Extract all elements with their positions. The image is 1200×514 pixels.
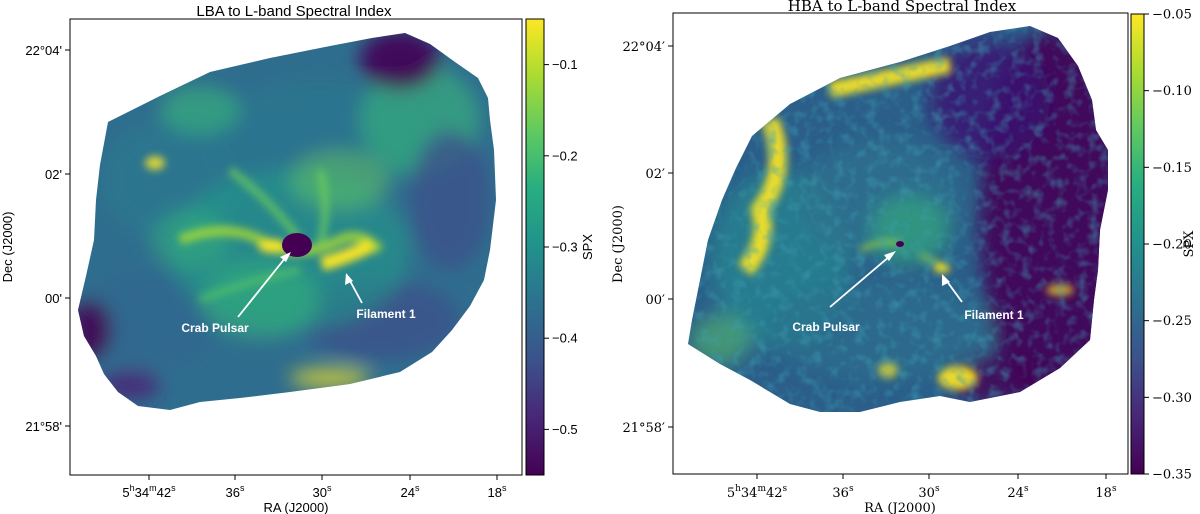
hba-title: HBA to L-band Spectral Index (788, 0, 1017, 15)
hba-x-tick-4: 18s (1095, 484, 1117, 501)
lba-x-tick-1: 36s (226, 483, 245, 500)
lba-crab-pulsar-label: Crab Pulsar (181, 321, 249, 335)
lba-colorbar-tick-label: −0.1 (552, 57, 578, 72)
lba-x-axis (148, 475, 498, 480)
lba-x-tick-4: 18s (488, 483, 507, 500)
hba-colorbar-tick-label: −0.10 (1152, 84, 1192, 99)
hba-x-tick-1: 36s (832, 484, 854, 501)
hba-annotation-crab-pulsar: Crab Pulsar (792, 251, 896, 334)
lba-colorbar-tick-label: −0.2 (552, 148, 578, 163)
hba-colorbar: −0.05 −0.10 −0.15 −0.20 −0.25 −0.30 −0.35 SPX (1130, 8, 1197, 483)
hba-y-tick-1: 02′ (646, 167, 666, 182)
lba-colorbar-label: SPX (580, 234, 595, 260)
lba-colorbar-tick-label: −0.4 (552, 331, 578, 346)
hba-colorbar-ticks: −0.05 −0.10 −0.15 −0.20 −0.25 −0.30 −0.35 (1144, 8, 1192, 483)
hba-colorbar-tick-label: −0.05 (1152, 8, 1192, 23)
crab-pulsar-spot (282, 233, 312, 257)
lba-y-tick-2: 00' (45, 291, 62, 306)
lba-y-tick-3: 21°58' (25, 419, 62, 434)
hba-y-tick-3: 21°58′ (622, 421, 665, 436)
lba-y-tick-0: 22°04' (25, 43, 62, 58)
hba-heatmap (688, 26, 1108, 412)
hba-y-axis (668, 45, 673, 428)
hba-y-tick-2: 00′ (646, 293, 666, 308)
panel-lba: LBA to L-band Spectral Index (0, 3, 595, 514)
hba-colorbar-label: SPX (1182, 230, 1197, 258)
hba-colorbar-tick-label: −0.15 (1152, 161, 1192, 176)
lba-colorbar: −0.1 −0.2 −0.3 −0.4 −0.5 SPX (525, 18, 595, 476)
lba-x-tick-2: 30s (313, 483, 332, 500)
hba-x-label: RA (J2000) (864, 501, 936, 514)
hba-x-tick-labels: 5h34m42s 36s 30s 24s 18s (727, 484, 1117, 501)
hba-x-tick-0: 5h34m42s (727, 484, 788, 501)
hba-crab-pulsar-label: Crab Pulsar (792, 320, 860, 334)
lba-x-tick-0: 5h34m42s (122, 483, 176, 500)
lba-colorbar-tick-label: −0.5 (552, 422, 578, 437)
hba-x-tick-2: 30s (918, 484, 940, 501)
lba-x-label: RA (J2000) (263, 500, 328, 514)
hba-colorbar-tick-label: −0.35 (1152, 468, 1192, 483)
lba-y-tick-1: 02' (45, 167, 62, 182)
hba-colorbar-tick-label: −0.30 (1152, 391, 1192, 406)
hba-y-tick-0: 22°04′ (622, 40, 665, 55)
lba-colorbar-ticks: −0.1 −0.2 −0.3 −0.4 −0.5 (544, 57, 578, 437)
hba-y-label: Dec (J2000) (611, 205, 626, 283)
hba-colorbar-tick-label: −0.20 (1152, 238, 1192, 253)
hba-crab-pulsar-spot (896, 241, 904, 247)
lba-title: LBA to L-band Spectral Index (196, 3, 392, 20)
lba-annotation-crab-pulsar: Crab Pulsar (181, 252, 291, 335)
hba-filament-1-label: Filament 1 (964, 308, 1024, 322)
hba-colorbar-gradient (1130, 13, 1145, 475)
lba-x-tick-labels: 5h34m42s 36s 30s 24s 18s (122, 483, 507, 500)
lba-filament-1-label: Filament 1 (356, 307, 416, 321)
hba-x-tick-3: 24s (1007, 484, 1029, 501)
hba-annotation-filament-1: Filament 1 (942, 274, 1024, 322)
hba-colorbar-tick-label: −0.25 (1152, 314, 1192, 329)
lba-x-tick-3: 24s (401, 483, 420, 500)
lba-y-label: Dec (J2000) (0, 212, 15, 283)
panel-hba: HBA to L-band Spectral Index (611, 0, 1197, 514)
lba-annotation-filament-1: Filament 1 (345, 273, 416, 321)
lba-y-axis (65, 49, 70, 427)
hba-x-axis (756, 474, 1107, 479)
lba-colorbar-gradient (525, 18, 545, 476)
lba-colorbar-tick-label: −0.3 (552, 240, 578, 255)
